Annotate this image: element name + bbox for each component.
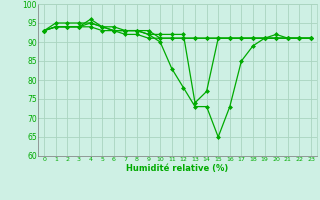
X-axis label: Humidité relative (%): Humidité relative (%): [126, 164, 229, 173]
